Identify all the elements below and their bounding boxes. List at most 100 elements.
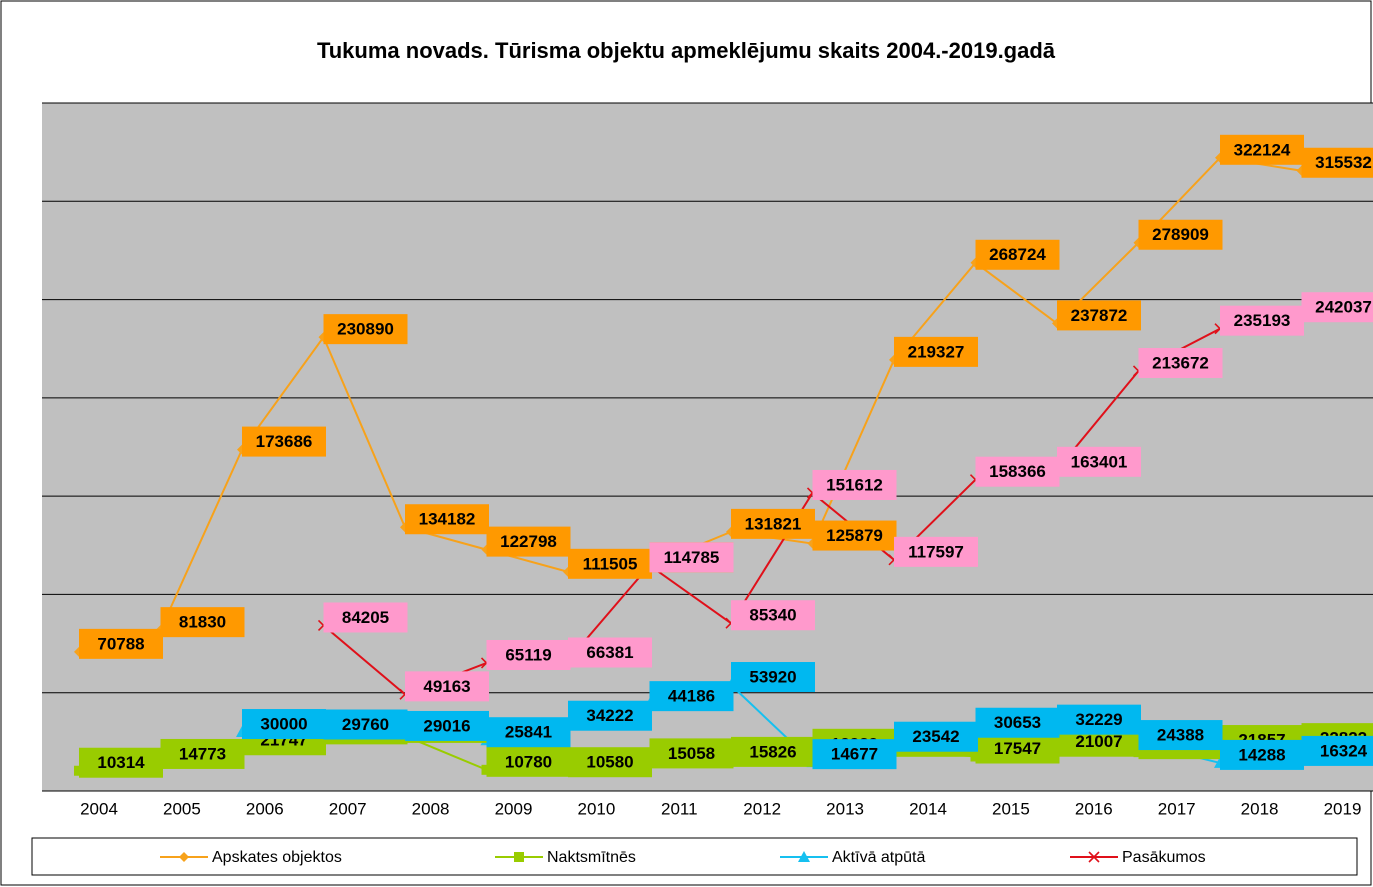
data-label-text: 268724: [989, 245, 1046, 264]
data-label-text: 49163: [423, 677, 470, 696]
legend-label: Aktīvā atpūtā: [832, 849, 925, 866]
x-tick-label: 2006: [246, 799, 284, 818]
data-label-box: [160, 607, 245, 638]
legend-label: Pasākumos: [1122, 849, 1206, 866]
data-label: 16324: [1301, 735, 1373, 766]
data-label: 111505: [568, 548, 652, 579]
data-label-text: 21007: [1075, 732, 1122, 751]
data-label: 14773: [160, 738, 245, 769]
data-label: 14288: [1220, 739, 1304, 770]
data-label-text: 17547: [994, 739, 1041, 758]
data-label-box: [323, 314, 408, 345]
data-label-box: [812, 469, 897, 500]
data-label-text: 84205: [342, 608, 389, 627]
legend-label: Naktsmītnēs: [547, 849, 636, 866]
legend-marker: [179, 852, 189, 862]
data-label: 213672: [1138, 347, 1223, 378]
data-label: 219327: [894, 336, 978, 367]
data-label-text: 219327: [908, 342, 965, 361]
data-label-box: [975, 456, 1060, 487]
data-label-text: 230890: [337, 320, 394, 339]
data-label-box: [79, 628, 163, 659]
x-tick-label: 2014: [909, 799, 947, 818]
legend-label: Apskates objektos: [212, 849, 342, 866]
data-label-box: [323, 709, 408, 740]
data-label: 15058: [649, 738, 734, 769]
data-label-box: [649, 681, 734, 712]
data-label-text: 278909: [1152, 225, 1209, 244]
data-label-text: 15058: [668, 744, 715, 763]
legend-marker: [514, 852, 524, 862]
data-label-text: 29760: [342, 715, 389, 734]
data-label: 34222: [568, 700, 652, 731]
x-tick-label: 2009: [495, 799, 533, 818]
data-label-box: [1220, 134, 1304, 165]
data-label-text: 81830: [179, 613, 226, 632]
data-label: 134182: [405, 504, 489, 535]
data-label-text: 315532: [1315, 153, 1372, 172]
data-label: 237872: [1057, 300, 1141, 331]
data-label: 268724: [975, 239, 1060, 270]
data-label-box: [568, 548, 652, 579]
x-tick-label: 2017: [1158, 799, 1196, 818]
data-label-box: [160, 738, 245, 769]
data-label-box: [242, 709, 326, 740]
data-label-text: 65119: [505, 645, 551, 664]
data-label-text: 14773: [179, 744, 226, 763]
x-tick-label: 2019: [1324, 799, 1362, 818]
data-label-text: 173686: [256, 432, 313, 451]
data-label: 84205: [323, 602, 408, 633]
data-label-text: 66381: [586, 643, 633, 662]
data-label-text: 125879: [826, 526, 883, 545]
x-tick-label: 2005: [163, 799, 201, 818]
data-label-text: 163401: [1071, 452, 1128, 471]
data-label-box: [568, 637, 652, 668]
data-label-text: 30000: [260, 715, 307, 734]
data-label-box: [405, 710, 489, 741]
data-label-box: [649, 542, 734, 573]
x-tick-label: 2012: [743, 799, 781, 818]
data-label-text: 29016: [423, 716, 470, 735]
data-label-box: [1220, 739, 1304, 770]
data-label-text: 70788: [97, 634, 144, 653]
data-label-text: 15826: [749, 742, 796, 761]
data-label-box: [242, 426, 326, 457]
data-label-text: 23542: [912, 727, 959, 746]
data-label: 10580: [568, 747, 652, 778]
data-label-text: 24388: [1157, 726, 1204, 745]
data-label-box: [568, 700, 652, 731]
data-label-text: 34222: [586, 706, 633, 725]
data-label-text: 158366: [989, 462, 1046, 481]
data-label: 10780: [486, 746, 571, 777]
x-tick-label: 2004: [80, 799, 118, 818]
x-tick-label: 2018: [1241, 799, 1279, 818]
data-label-text: 25841: [505, 723, 552, 742]
data-label: 65119: [486, 639, 571, 670]
data-label-box: [1301, 147, 1373, 178]
data-label-box: [731, 662, 815, 693]
data-label-box: [486, 717, 571, 748]
data-label-box: [486, 746, 571, 777]
data-label-box: [1057, 300, 1141, 331]
data-label: 25841: [486, 717, 571, 748]
data-label-text: 10314: [97, 753, 145, 772]
data-label-box: [486, 639, 571, 670]
data-label: 23542: [894, 721, 978, 752]
data-label: 29760: [323, 709, 408, 740]
legend-marker: [1088, 851, 1100, 863]
data-label-box: [405, 504, 489, 535]
data-label-text: 117597: [908, 542, 964, 561]
data-label-box: [812, 739, 897, 770]
data-label-box: [486, 526, 571, 557]
data-label-box: [894, 536, 978, 567]
data-label-text: 10780: [505, 752, 552, 771]
data-label: 29016: [405, 710, 489, 741]
data-label: 15826: [731, 736, 815, 767]
data-label: 114785: [649, 542, 734, 573]
data-label: 49163: [405, 671, 489, 702]
data-label-box: [79, 747, 163, 778]
data-label-text: 44186: [668, 687, 715, 706]
data-label: 230890: [323, 314, 408, 345]
data-label-text: 14677: [831, 745, 878, 764]
